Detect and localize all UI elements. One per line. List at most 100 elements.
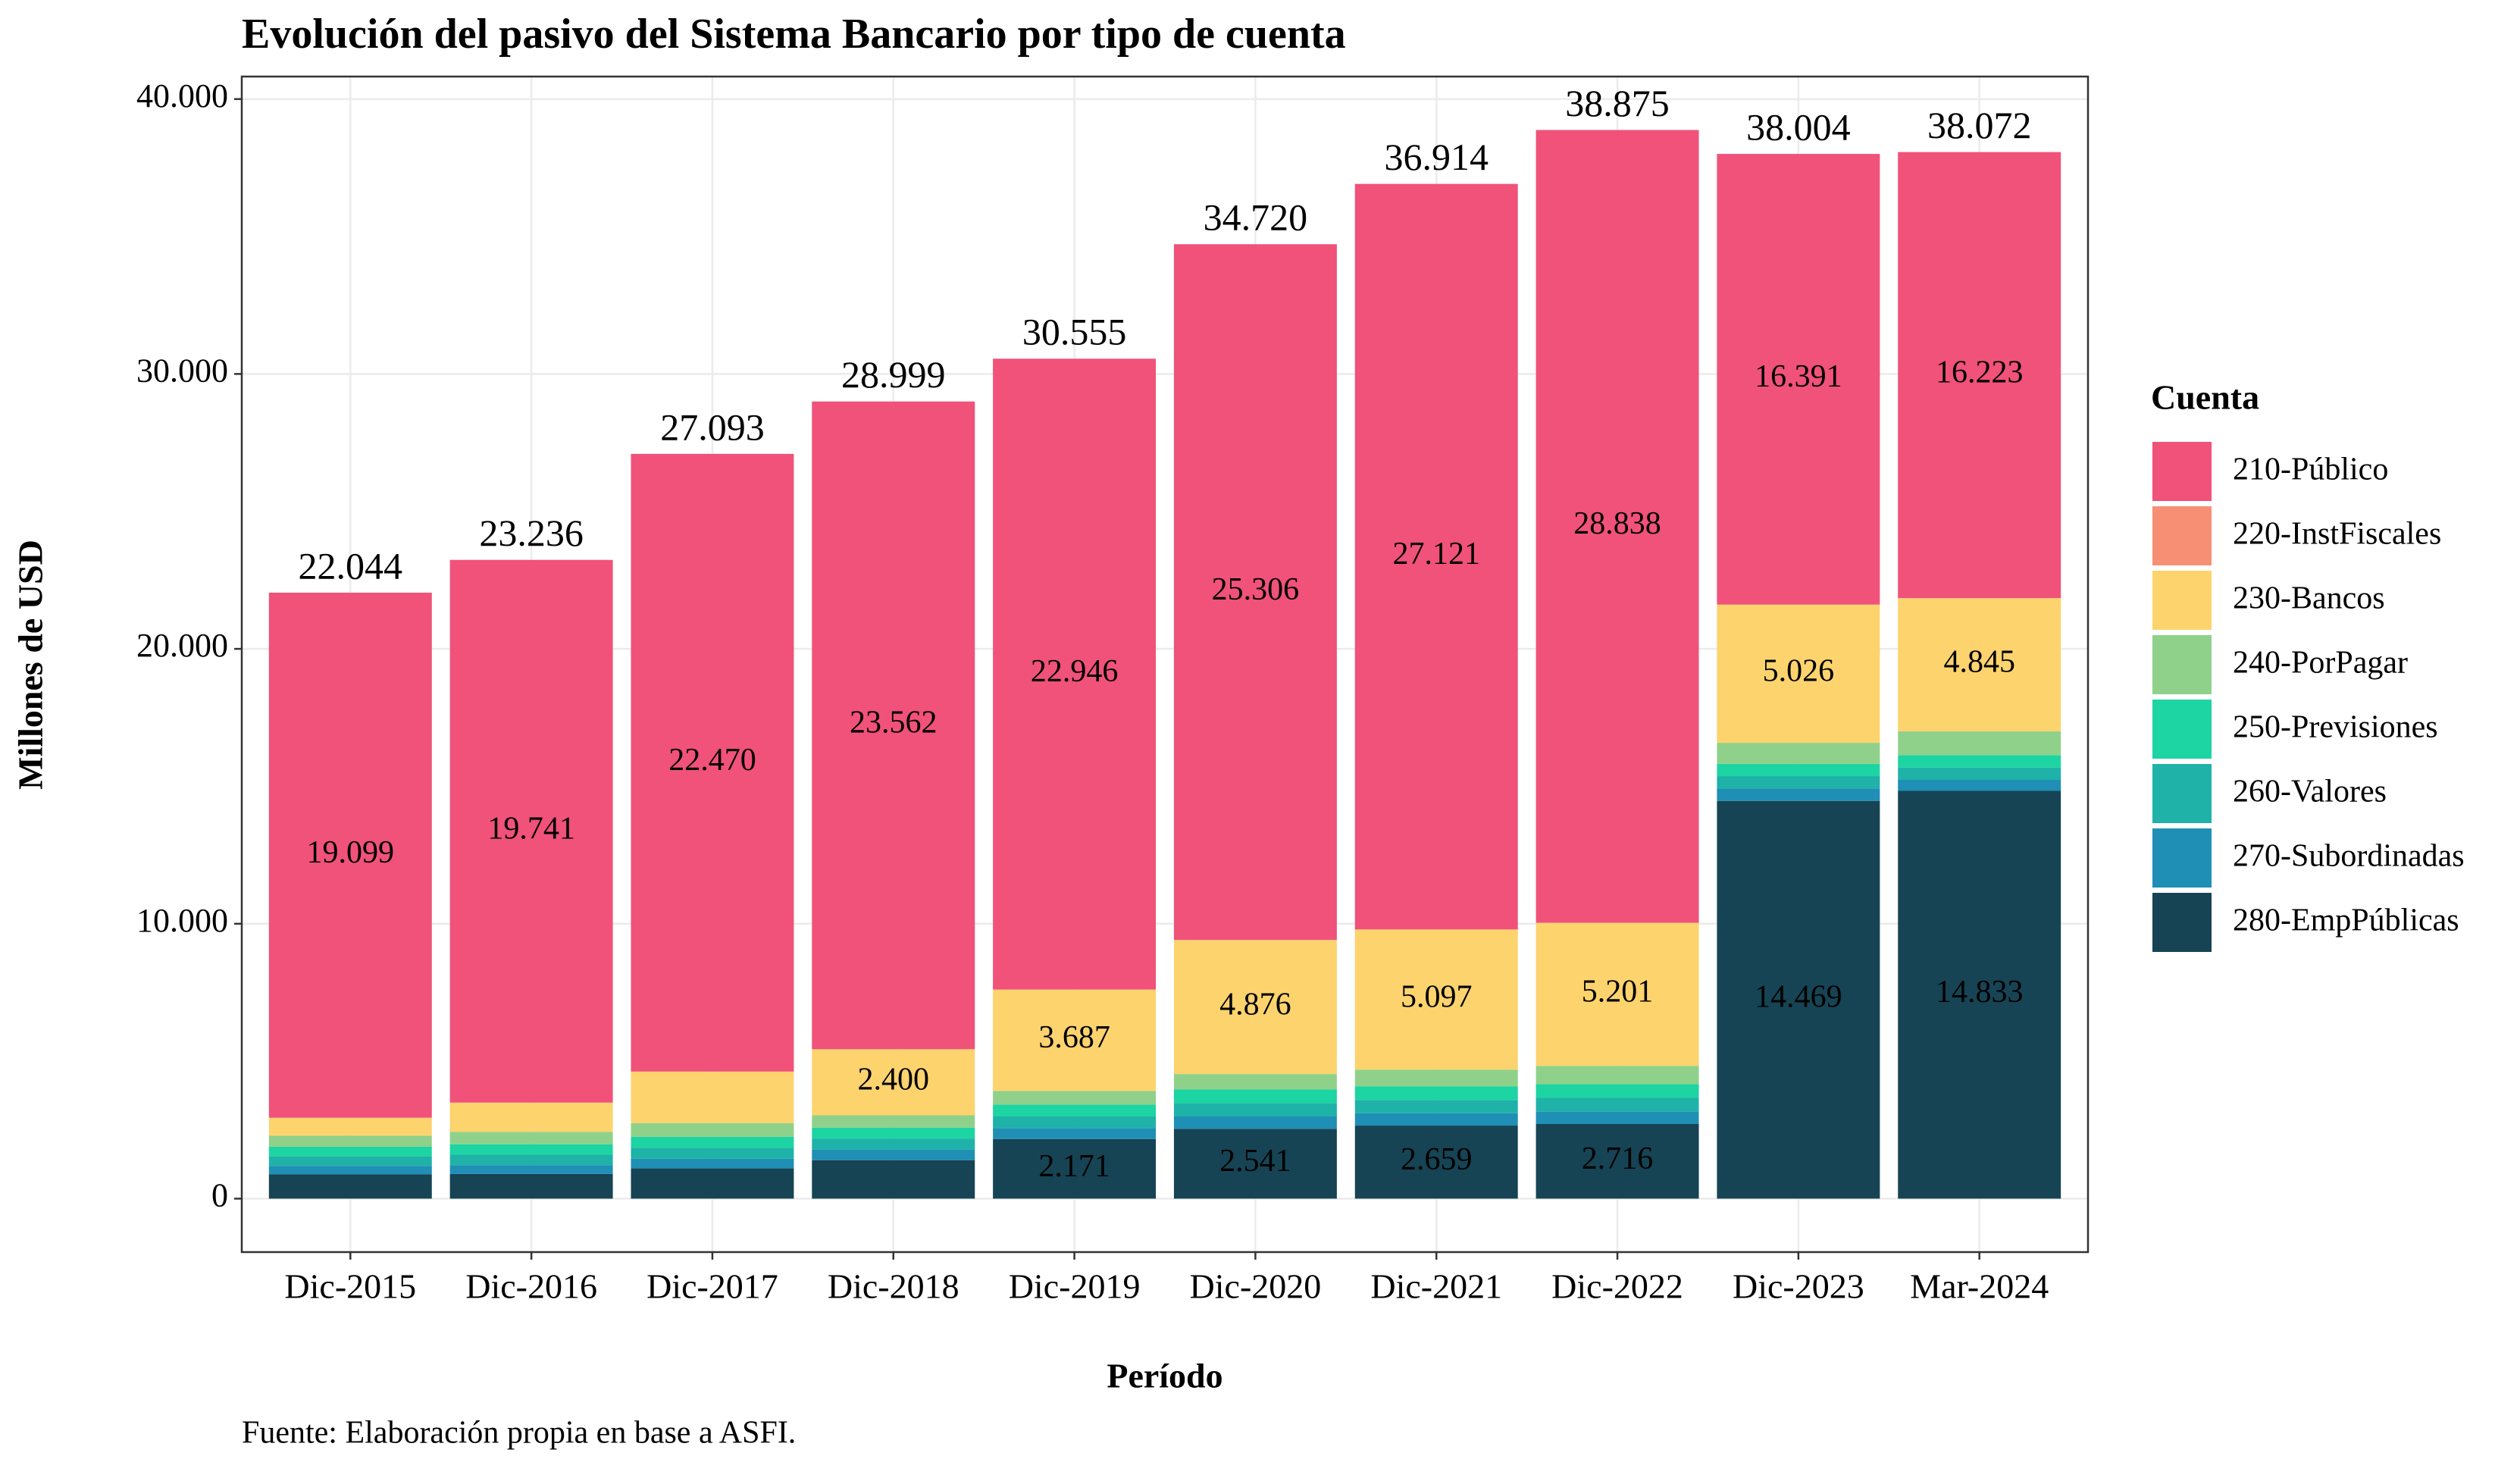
bar-segment (993, 1116, 1157, 1129)
segment-label: 2.171 (1038, 1149, 1110, 1184)
y-tick-label: 0 (211, 1177, 228, 1214)
legend-key (2152, 893, 2212, 952)
segment-label: 14.469 (1755, 980, 1842, 1015)
x-tick-label: Dic-2023 (1733, 1267, 1864, 1306)
bar-segment (1173, 1129, 1337, 1199)
bar-segment (449, 1144, 613, 1155)
bar-segment (1535, 922, 1699, 1066)
bar-segment (812, 1049, 975, 1116)
legend-label: 280-EmpPúblicas (2233, 903, 2459, 938)
bar-segment (1535, 130, 1699, 923)
segment-label: 2.400 (858, 1063, 930, 1097)
bar-segment (812, 401, 975, 1050)
bar-segment (268, 1174, 432, 1199)
segment-label: 19.741 (487, 811, 575, 846)
chart-title: Evolución del pasivo del Sistema Bancari… (242, 11, 1346, 58)
segment-label: 16.391 (1755, 359, 1842, 394)
bar-segment (1354, 1100, 1518, 1113)
x-tick-label: Dic-2015 (284, 1267, 416, 1306)
bar-segment (1354, 1126, 1518, 1199)
legend-key (2152, 828, 2212, 888)
total-label: 38.875 (1565, 82, 1670, 124)
y-axis-title: Millones de USD (11, 540, 50, 790)
segment-label: 16.223 (1936, 355, 2024, 390)
x-tick-label: Dic-2019 (1009, 1267, 1141, 1306)
bar-segment (1898, 731, 2061, 756)
legend-label: 240-PorPagar (2233, 646, 2408, 681)
bar-segment (449, 559, 613, 1103)
total-label: 38.072 (1927, 104, 2032, 146)
bar-segment (1173, 1116, 1337, 1129)
bar-segment (268, 1117, 432, 1136)
bar-segment (631, 1147, 794, 1159)
legend-title: Cuenta (2151, 378, 2259, 417)
segment-label: 5.201 (1582, 975, 1654, 1010)
x-tick-label: Dic-2021 (1370, 1267, 1502, 1306)
bar-segment (268, 1146, 432, 1157)
bar-segment (268, 1156, 432, 1166)
y-tick-label: 30.000 (136, 352, 228, 389)
bar-segment (631, 453, 794, 1072)
x-axis-title: Período (1107, 1357, 1222, 1395)
caption: Fuente: Elaboración propia en base a ASF… (242, 1416, 796, 1451)
legend-label: 260-Valores (2233, 775, 2387, 809)
total-label: 36.914 (1384, 136, 1489, 178)
legend-key (2152, 442, 2212, 501)
x-tick-label: Dic-2017 (646, 1267, 778, 1306)
y-tick-label: 20.000 (136, 627, 228, 664)
bar-segment (1898, 779, 2061, 791)
bar-segment (1535, 1066, 1699, 1085)
total-label: 28.999 (841, 353, 946, 396)
bar-segment (1354, 1069, 1518, 1087)
segment-label: 27.121 (1392, 537, 1480, 571)
bar-segment (1898, 598, 2061, 731)
bar-segment (1717, 743, 1880, 764)
bar-segment (1717, 604, 1880, 744)
segment-label: 5.026 (1763, 654, 1835, 689)
bar-segment (449, 1154, 613, 1166)
bar-segment (449, 1132, 613, 1144)
legend-label: 230-Bancos (2233, 581, 2385, 616)
bar-segment (1717, 776, 1880, 789)
total-label: 23.236 (479, 512, 584, 554)
bar-segment (1535, 1084, 1699, 1098)
legend-key (2152, 700, 2212, 759)
total-label: 27.093 (660, 405, 765, 448)
bar-segment (1717, 154, 1880, 605)
bar-segment (812, 1149, 975, 1160)
bar-segment (812, 1138, 975, 1150)
bar-segment (1717, 788, 1880, 801)
x-tick-label: Dic-2016 (465, 1267, 597, 1306)
bar-segment (1898, 755, 2061, 768)
bar-segment (631, 1136, 794, 1148)
segment-label: 4.845 (1943, 645, 2015, 680)
bar-segment (449, 1165, 613, 1174)
bar-segment (812, 1160, 975, 1199)
bar-segment (1717, 763, 1880, 777)
bar-segment (631, 1158, 794, 1169)
bar-segment (993, 358, 1157, 990)
total-label: 38.004 (1746, 106, 1851, 149)
segment-label: 19.099 (307, 835, 395, 870)
bar-segment (1354, 1113, 1518, 1126)
bar-segment (449, 1102, 613, 1132)
bar-segment (1173, 940, 1337, 1075)
segment-label: 3.687 (1038, 1020, 1110, 1055)
segment-label: 2.659 (1401, 1142, 1473, 1177)
bar-segment (1354, 183, 1518, 930)
bar-segment (812, 1127, 975, 1139)
legend-key (2152, 635, 2212, 694)
bar-segment (449, 1173, 613, 1199)
bar-segment (993, 1138, 1157, 1199)
legend-label: 210-Público (2233, 452, 2388, 487)
segment-label: 22.946 (1031, 654, 1119, 689)
segment-label: 28.838 (1573, 506, 1661, 541)
bar-segment (631, 1122, 794, 1137)
segment-label: 4.876 (1219, 987, 1291, 1022)
legend-label: 220-InstFiscales (2233, 517, 2441, 552)
bar-segment (1354, 1086, 1518, 1101)
bar-segment (1535, 1123, 1699, 1199)
bar-segment (631, 1168, 794, 1199)
bar-segment (1173, 1074, 1337, 1090)
